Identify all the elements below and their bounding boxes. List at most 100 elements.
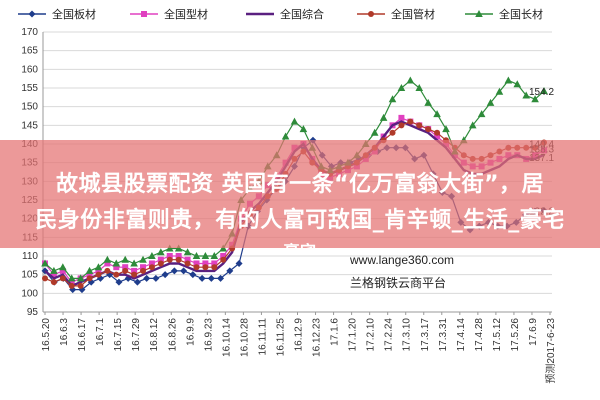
x-tick-label: 16.6.3 xyxy=(59,318,70,346)
data-point xyxy=(59,275,66,282)
data-point xyxy=(281,132,290,140)
x-tick-label: 16.11.11 xyxy=(257,318,268,356)
data-point xyxy=(42,275,48,282)
data-point xyxy=(95,271,102,278)
data-point xyxy=(77,282,84,289)
y-tick-label: 150 xyxy=(21,102,38,113)
legend-marker xyxy=(475,10,483,17)
data-point xyxy=(104,260,111,267)
data-point xyxy=(424,98,432,106)
data-point xyxy=(157,248,165,256)
y-tick-label: 145 xyxy=(21,120,38,131)
overlay-banner xyxy=(0,140,600,248)
data-point xyxy=(166,256,173,263)
data-point xyxy=(513,80,522,88)
data-point xyxy=(477,110,486,118)
data-point xyxy=(540,86,548,94)
data-point xyxy=(183,248,192,256)
data-point xyxy=(148,252,156,259)
x-tick-label: 16.9.23 xyxy=(203,318,214,352)
data-point xyxy=(86,275,93,282)
data-point xyxy=(165,244,174,252)
data-point xyxy=(425,126,432,133)
data-point xyxy=(140,264,147,271)
legend-marker xyxy=(28,10,36,18)
legend: 全国板材 全国型材 全国综合 全国管材 全国长材 xyxy=(18,7,543,21)
data-point xyxy=(184,256,191,263)
legend-label: 全国管材 xyxy=(391,7,435,21)
data-point xyxy=(139,255,147,263)
data-point xyxy=(504,76,513,84)
overlay-headline-line-1: 故城县股票配资 英国有一条“亿万富翁大街”，居 xyxy=(55,172,545,197)
data-point xyxy=(406,76,415,84)
data-point xyxy=(219,244,228,252)
data-point xyxy=(166,253,173,259)
x-tick-label: 16.11.25 xyxy=(275,318,286,357)
x-tick-label: 16.7.15 xyxy=(113,318,124,352)
x-tick-label: 17.5.26 xyxy=(510,318,521,352)
data-point xyxy=(175,256,182,263)
data-point xyxy=(113,271,120,278)
data-point xyxy=(103,255,112,263)
data-point xyxy=(94,263,103,271)
x-tick-label: 16.10.28 xyxy=(239,318,250,357)
y-tick-label: 170 xyxy=(21,27,38,38)
data-point xyxy=(433,110,441,118)
data-point xyxy=(133,278,141,286)
data-point xyxy=(50,266,58,274)
x-tick-label: 16.7.29 xyxy=(131,318,142,352)
data-point xyxy=(486,98,495,106)
x-tick-label: 预测2017-6-23 xyxy=(544,318,557,384)
x-tick-label: 17.1.6 xyxy=(330,318,341,346)
data-point xyxy=(140,267,147,274)
data-point xyxy=(143,274,151,282)
data-point xyxy=(121,255,129,263)
data-point xyxy=(531,95,539,103)
legend-marker xyxy=(141,11,147,17)
x-tick-label: 17.5.12 xyxy=(492,318,503,352)
legend-marker xyxy=(368,11,374,17)
data-point xyxy=(157,256,164,263)
x-tick-label: 16.10.14 xyxy=(221,318,232,357)
legend-label: 全国综合 xyxy=(280,7,324,21)
data-point xyxy=(68,282,75,289)
overlay-headline-line-2: 民身份非富则贵，有的人富可敌国_肯辛顿_生活_豪宅 xyxy=(35,208,565,233)
data-point xyxy=(152,274,160,282)
data-point xyxy=(189,271,197,279)
end-value-label: 154.2 xyxy=(529,87,554,98)
x-tick-label: 16.9.9 xyxy=(185,318,196,346)
data-point xyxy=(170,267,178,275)
x-tick-label: 17.3.10 xyxy=(402,318,413,352)
x-axis-ticks: 16.5.20 16.6.3 16.6.17 16.7.1 16.7.15 16.7.29… xyxy=(41,312,557,384)
data-point xyxy=(202,260,209,267)
overlay-headline-line-3: 豪宅 xyxy=(283,242,317,252)
data-point xyxy=(398,114,405,121)
data-point xyxy=(157,260,164,267)
data-point xyxy=(434,129,441,136)
data-point xyxy=(398,122,405,129)
x-tick-label: 17.3.31 xyxy=(438,318,449,352)
x-tick-label: 16.12.9 xyxy=(294,318,305,352)
data-point xyxy=(122,267,129,274)
data-point xyxy=(122,264,129,271)
x-tick-label: 17.2.10 xyxy=(366,318,377,352)
legend-label: 全国板材 xyxy=(52,7,96,21)
data-point xyxy=(226,267,234,275)
data-point xyxy=(50,271,57,278)
data-point xyxy=(388,95,397,103)
data-point xyxy=(86,271,93,278)
y-tick-label: 165 xyxy=(21,46,38,57)
data-point xyxy=(41,259,49,267)
data-point xyxy=(131,267,138,274)
data-point xyxy=(201,252,210,259)
data-point xyxy=(207,274,215,282)
data-point xyxy=(193,264,200,271)
data-point xyxy=(211,260,218,267)
y-tick-label: 160 xyxy=(21,64,38,75)
watermark-company: 兰格钢铁云商平台 xyxy=(350,276,447,290)
data-point xyxy=(220,253,227,259)
x-tick-label: 17.3.17 xyxy=(420,318,431,352)
y-tick-label: 105 xyxy=(21,270,38,281)
x-tick-label: 16.8.26 xyxy=(167,318,178,352)
data-point xyxy=(220,256,227,263)
